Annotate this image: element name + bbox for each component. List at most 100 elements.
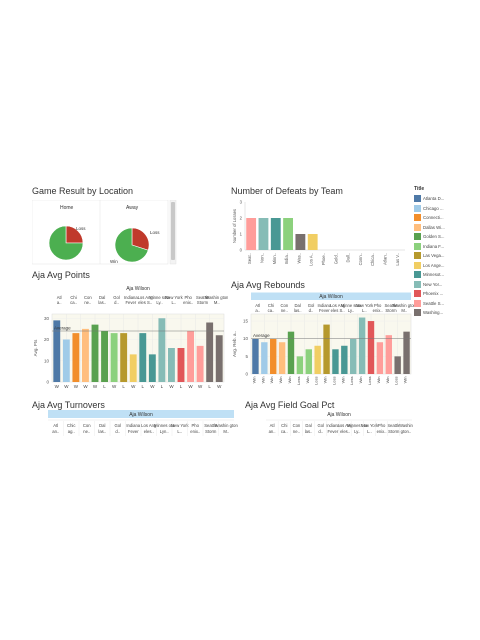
y-tick: 10 bbox=[243, 336, 249, 341]
table-column-header: eles.. bbox=[340, 429, 350, 434]
bar-category-label: W bbox=[112, 384, 117, 389]
bar bbox=[187, 331, 194, 382]
defeats-y-label: Number of Losses bbox=[232, 209, 237, 243]
table-column-header: enix.. bbox=[377, 429, 387, 434]
legend-item: Golden S... bbox=[414, 232, 478, 242]
y-tick: 5 bbox=[245, 354, 248, 359]
bar-category-label: L bbox=[122, 384, 125, 389]
pie-label-win-away: Win bbox=[110, 259, 118, 264]
team-header: ne.. bbox=[281, 308, 288, 313]
chart-header-band bbox=[251, 292, 411, 300]
turnovers-table: Aja Wilson Atlan.. Chicag.. Conne.. Dallas..… bbox=[48, 410, 238, 436]
bar bbox=[53, 320, 61, 382]
bar-category-label: Win bbox=[260, 377, 265, 384]
title-game-result: Game Result by Location bbox=[32, 186, 134, 196]
team-header: Gol bbox=[308, 303, 315, 308]
bar-category-label: Loss bbox=[331, 377, 336, 385]
legend-swatch bbox=[414, 223, 421, 231]
bar bbox=[403, 331, 410, 374]
team-header: las.. bbox=[98, 300, 106, 305]
bar bbox=[158, 318, 166, 382]
table-column-header: Gol bbox=[114, 423, 121, 428]
team-header: Atl bbox=[255, 303, 260, 308]
bar bbox=[91, 324, 99, 382]
defeats-bar bbox=[258, 218, 269, 250]
scrollbar-thumb bbox=[171, 202, 175, 260]
team-header: d.. bbox=[309, 308, 314, 313]
bar bbox=[82, 328, 89, 382]
bar-category-label: Loss bbox=[296, 377, 301, 385]
bar-category-label: Win bbox=[305, 377, 310, 384]
table-column-header: Los Ang bbox=[141, 423, 157, 428]
team-header: d.. bbox=[114, 300, 119, 305]
team-header: Fever bbox=[319, 308, 330, 313]
table-column-header: Chic bbox=[67, 423, 75, 428]
table-column-header: an.. bbox=[269, 429, 276, 434]
defeats-x-tick: Las V.. bbox=[395, 253, 400, 266]
team-header: Minne sota bbox=[149, 295, 170, 300]
team-header: Atl bbox=[57, 295, 62, 300]
legend-item: Atlanta D... bbox=[414, 194, 478, 204]
team-header: L.. bbox=[172, 300, 177, 305]
bar bbox=[394, 356, 401, 374]
bar-category-label: L bbox=[142, 384, 145, 389]
bar bbox=[278, 342, 286, 374]
table-column-header: Ly.. bbox=[354, 429, 360, 434]
legend-label: New Yor... bbox=[423, 281, 443, 287]
pie-header: Home bbox=[60, 205, 74, 211]
defeats-bar bbox=[270, 218, 281, 250]
legend-swatch bbox=[414, 214, 421, 222]
defeats-x-tick: Dall.. bbox=[346, 253, 351, 263]
table-column-header: Atl bbox=[270, 423, 275, 428]
team-header: Seattle bbox=[196, 295, 210, 300]
bar-category-label: L bbox=[161, 384, 164, 389]
bar bbox=[62, 339, 70, 382]
bar-category-label: Loss bbox=[394, 377, 399, 385]
bar bbox=[305, 349, 312, 374]
legend-label: Atlanta D... bbox=[423, 196, 445, 202]
bar-category-label: Win bbox=[278, 377, 283, 384]
legend-label: Los Ange... bbox=[423, 262, 445, 268]
table-column-header: d.. bbox=[115, 429, 120, 434]
legend-item: Washing... bbox=[414, 308, 478, 318]
table-header-player: Aja Wilson bbox=[327, 412, 351, 418]
team-header: New York bbox=[355, 303, 374, 308]
team-header: Indiana bbox=[317, 303, 331, 308]
y-tick: 0 bbox=[245, 372, 248, 377]
table-column-header: enix.. bbox=[190, 429, 200, 434]
defeats-x-tick: Seat.. bbox=[247, 253, 252, 264]
table-column-header: Fever bbox=[128, 429, 139, 434]
bar bbox=[261, 342, 268, 374]
bar-category-label: Win bbox=[385, 377, 390, 384]
bar bbox=[72, 333, 80, 382]
bar bbox=[168, 348, 175, 382]
table-column-header: Washin gton bbox=[215, 423, 238, 428]
title-turnovers: Aja Avg Turnovers bbox=[32, 400, 105, 410]
defeats-x-tick: Los A.. bbox=[309, 253, 314, 266]
bar bbox=[252, 338, 259, 374]
team-header: Ly.. bbox=[156, 300, 162, 305]
bar-category-label: L bbox=[180, 384, 183, 389]
legend-item: Los Ange... bbox=[414, 261, 478, 271]
y-axis-label: Avg. Pts bbox=[33, 339, 38, 356]
bar-category-label: W bbox=[169, 384, 174, 389]
team-header: Ly.. bbox=[348, 308, 354, 313]
bar bbox=[196, 345, 204, 382]
bar-category-label: Win bbox=[323, 377, 328, 384]
chart-header-player: Aja Wilson bbox=[126, 286, 150, 292]
bar bbox=[332, 349, 339, 374]
team-header: Pho bbox=[374, 303, 382, 308]
chart-header-player: Aja Wilson bbox=[319, 294, 343, 300]
table-column-header: L.. bbox=[367, 429, 372, 434]
color-legend: Title Atlanta D... Chicago ... Connecti...… bbox=[414, 186, 478, 318]
team-header: L.. bbox=[362, 308, 367, 313]
bar bbox=[129, 354, 137, 382]
legend-label: Las Vega... bbox=[423, 253, 445, 259]
defeats-y-tick: 0 bbox=[240, 248, 243, 253]
team-header: Pho bbox=[184, 295, 192, 300]
table-column-header: Atl bbox=[53, 423, 58, 428]
defeats-y-tick: 2 bbox=[240, 216, 243, 221]
legend-item: New Yor... bbox=[414, 280, 478, 290]
legend-swatch bbox=[414, 195, 421, 203]
